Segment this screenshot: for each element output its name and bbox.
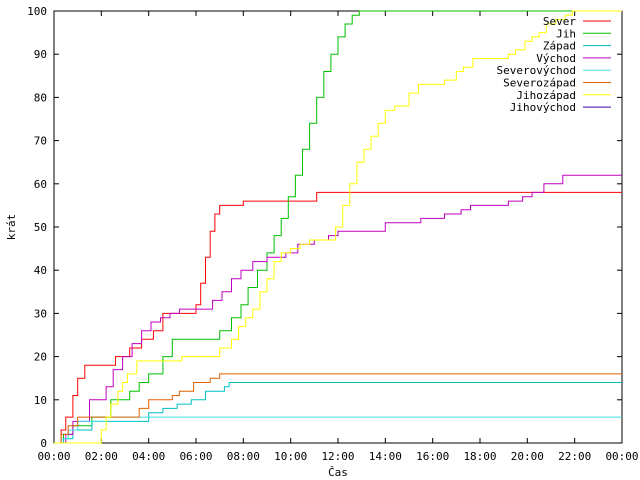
- x-tick-label: 00:00: [605, 450, 638, 463]
- legend-label: Jihozápad: [516, 89, 576, 102]
- series-line: [54, 174, 622, 444]
- x-tick-label: 16:00: [416, 450, 449, 463]
- legend-label: Severozápad: [503, 77, 576, 90]
- series-line: [54, 10, 622, 444]
- y-tick-label: 40: [34, 264, 47, 277]
- x-tick-label: 20:00: [511, 450, 544, 463]
- legend-label: Severovýchod: [497, 64, 576, 77]
- y-tick-label: 10: [34, 394, 47, 407]
- legend-label: Jih: [556, 27, 576, 40]
- x-tick-label: 18:00: [463, 450, 496, 463]
- x-axis-label: Čas: [328, 466, 348, 479]
- series-line: [54, 10, 622, 444]
- y-tick-label: 90: [34, 48, 47, 61]
- x-tick-label: 14:00: [369, 450, 402, 463]
- y-tick-label: 80: [34, 91, 47, 104]
- x-tick-label: 06:00: [179, 450, 212, 463]
- x-tick-label: 22:00: [558, 450, 591, 463]
- legend-label: Sever: [543, 15, 576, 28]
- y-tick-label: 60: [34, 178, 47, 191]
- y-axis-label: krát: [5, 214, 18, 241]
- x-tick-label: 08:00: [227, 450, 260, 463]
- series-line: [54, 373, 622, 444]
- x-tick-label: 04:00: [132, 450, 165, 463]
- x-tick-label: 00:00: [37, 450, 70, 463]
- x-tick-label: 12:00: [321, 450, 354, 463]
- legend-label: Východ: [536, 52, 576, 65]
- x-tick-label: 10:00: [274, 450, 307, 463]
- x-tick-label: 02:00: [85, 450, 118, 463]
- y-tick-label: 70: [34, 135, 47, 148]
- y-tick-label: 0: [40, 437, 47, 450]
- legend-label: Jihovýchod: [510, 101, 576, 114]
- y-tick-label: 20: [34, 351, 47, 364]
- legend-label: Západ: [543, 40, 576, 53]
- legend: SeverJihZápadVýchodSeverovýchodSeverozáp…: [497, 15, 611, 114]
- series-lines: [54, 10, 622, 444]
- tick-labels: 0 10 20 30 40 50 60 70 80 90 100 00:00 02:00 04:00 06:…: [27, 5, 638, 463]
- y-tick-label: 30: [34, 307, 47, 320]
- series-line: [54, 191, 622, 444]
- y-tick-label: 100: [27, 5, 47, 18]
- y-tick-label: 50: [34, 221, 47, 234]
